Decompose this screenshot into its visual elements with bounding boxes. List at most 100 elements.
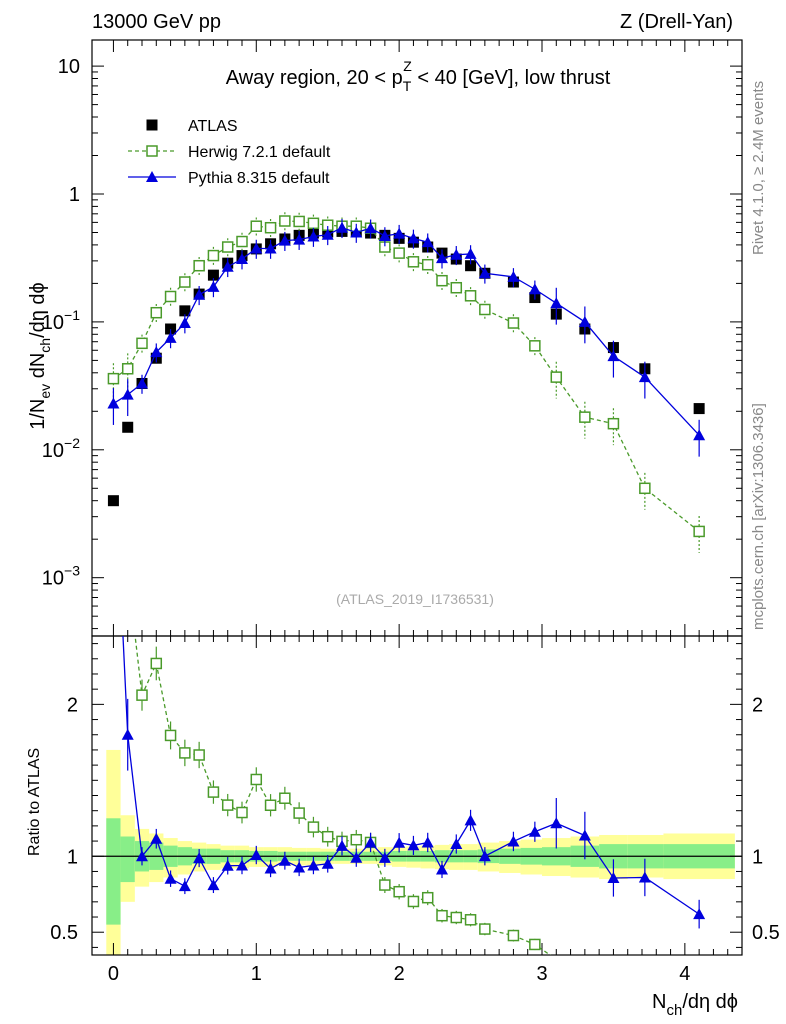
- herwig-7-2-1-default-point: [236, 235, 248, 248]
- pythia-8-315-default-ratio-point: [350, 851, 363, 863]
- pythia-8-315-default-point: [578, 315, 591, 327]
- pythia-8-315-default-ratio-point: [550, 817, 563, 829]
- herwig-7-2-1-default-point: [464, 290, 477, 302]
- herwig-7-2-1-default-ratio-point: [293, 807, 305, 819]
- pythia-8-315-default-point: [336, 221, 348, 233]
- pythia-8-315-default-ratio-point: [193, 852, 206, 864]
- herwig-7-2-1-default-ratio-point: [164, 729, 177, 742]
- pythia-8-315-default-ratio-point: [178, 880, 191, 892]
- pythia-8-315-default-point: [393, 227, 406, 239]
- herwig-7-2-1-default-point: [550, 371, 563, 383]
- herwig-7-2-1-default-ratio-point: [150, 657, 163, 670]
- pythia-8-315-default-ratio-point: [578, 829, 591, 841]
- atlas-point: [179, 305, 191, 317]
- pythia-8-315-default-ratio-group: [121, 636, 706, 929]
- atlas-point: [122, 421, 134, 433]
- herwig-7-2-1-default-point: [607, 417, 620, 430]
- herwig-7-2-1-default-point: [107, 372, 120, 385]
- pythia-8-315-default-point: [207, 280, 220, 292]
- ratio-tick-label-left: 2: [67, 694, 78, 716]
- pythia-8-315-default-point: [278, 234, 291, 246]
- pythia-8-315-default-point: [421, 236, 434, 248]
- herwig-7-2-1-default-point: [193, 259, 205, 272]
- herwig-7-2-1-default-point: [264, 221, 277, 234]
- x-tick-label: 2: [394, 963, 405, 985]
- herwig-7-2-1-default-ratio-group: [134, 636, 552, 955]
- herwig-7-2-1-default-ratio-point: [179, 747, 191, 759]
- atlas-point: [107, 495, 119, 507]
- herwig-7-2-1-default-line: [113, 220, 700, 532]
- herwig-7-2-1-default-ratio-point: [221, 799, 234, 811]
- legend-marker-herwig-7-2-1-default: [146, 145, 158, 157]
- ratio-tick-label-right: 1: [752, 846, 763, 868]
- herwig-7-2-1-default-point: [164, 290, 177, 303]
- pythia-8-315-default-ratio-point: [407, 839, 420, 851]
- pythia-8-315-default-point: [638, 371, 651, 383]
- herwig-7-2-1-default-point: [179, 276, 191, 288]
- herwig-7-2-1-default-point: [393, 247, 405, 259]
- herwig-7-2-1-default-point: [436, 274, 448, 287]
- herwig-7-2-1-default-point: [507, 317, 520, 329]
- pythia-8-315-default-ratio-point: [436, 863, 448, 875]
- pythia-8-315-default-point: [550, 297, 563, 309]
- pythia-8-315-default-ratio-point: [221, 859, 234, 871]
- herwig-7-2-1-default-point: [221, 241, 234, 253]
- herwig-7-2-1-default-point: [150, 306, 163, 319]
- chart-title: Away region, 20 < pTZ < 40 [GeV], low th…: [226, 58, 611, 94]
- pythia-8-315-default-point: [607, 350, 620, 362]
- herwig-7-2-1-default-point: [579, 411, 591, 423]
- legend-marker-pythia-8-315-default: [146, 171, 158, 182]
- herwig-7-2-1-default-point: [693, 525, 705, 538]
- pythia-8-315-default-point: [250, 242, 263, 254]
- herwig-7-2-1-default-ratio-point: [529, 938, 541, 951]
- atlas-point: [465, 260, 477, 272]
- pythia-8-315-default-ratio-point: [236, 859, 248, 871]
- herwig-7-2-1-default-ratio-point: [464, 914, 477, 926]
- pythia-8-315-default-point: [136, 377, 148, 389]
- x-tick-label: 0: [108, 963, 119, 985]
- pythia-8-315-default-ratio-line: [122, 636, 700, 915]
- pythia-8-315-default-ratio-point: [607, 871, 620, 883]
- ratio-tick-label-right: 2: [752, 694, 763, 716]
- herwig-7-2-1-default-ratio-point: [350, 833, 363, 846]
- pythia-8-315-default-point: [450, 248, 463, 260]
- pythia-8-315-default-ratio-point: [336, 839, 348, 851]
- herwig-7-2-1-default-ratio-point: [136, 689, 148, 701]
- herwig-7-2-1-default-point: [407, 256, 420, 268]
- pythia-8-315-default-ratio-point: [450, 838, 463, 850]
- pythia-8-315-default-point: [528, 283, 541, 295]
- herwig-7-2-1-default-point: [529, 340, 541, 352]
- pythia-8-315-default-point: [350, 226, 363, 238]
- ratio-tick-label-left: 0.5: [50, 922, 78, 944]
- atlas-point: [693, 403, 705, 415]
- ratio-band-stat: [120, 836, 135, 883]
- pythia-8-315-default-point: [121, 388, 134, 400]
- herwig-7-2-1-default-point: [207, 249, 220, 262]
- pythia-8-315-default-ratio-point: [421, 836, 434, 848]
- herwig-7-2-1-default-point: [250, 220, 263, 232]
- pythia-8-315-default-point: [178, 317, 191, 329]
- legend-marker-atlas: [146, 119, 158, 131]
- herwig-7-2-1-default-point: [479, 303, 491, 316]
- x-tick-label: 1: [251, 963, 262, 985]
- x-axis-label: Nch/dη dϕ: [652, 991, 738, 1019]
- herwig-7-2-1-default-ratio-point: [236, 806, 248, 819]
- pythia-8-315-default-ratio-point: [207, 879, 220, 891]
- pythia-8-315-default-point: [407, 232, 420, 244]
- axis-ticks: 0 1 2 3 4 10−3 10−2 10−1 1 10 0.5 0.5 1 1 2 2: [42, 40, 780, 985]
- watermark: (ATLAS_2019_I1736531): [336, 591, 494, 607]
- ratio-series: [121, 636, 706, 955]
- herwig-7-2-1-default-ratio-point: [250, 773, 263, 786]
- herwig-7-2-1-default-ratio-point: [507, 929, 520, 942]
- y-axis-label: 1/Nev dNch/dη dϕ: [27, 282, 53, 430]
- pythia-8-315-default-point: [150, 346, 163, 358]
- herwig-7-2-1-default-point: [136, 337, 148, 350]
- pythia-8-315-default-point: [378, 229, 391, 241]
- herwig-7-2-1-default-ratio-point: [307, 821, 320, 833]
- ratio-uncertainty-bands: [92, 749, 742, 955]
- header-left: 13000 GeV pp: [92, 11, 221, 33]
- pythia-8-315-default-ratio-point: [693, 908, 706, 920]
- pythia-8-315-default-point: [364, 222, 377, 234]
- pythia-8-315-default-ratio-point: [121, 728, 134, 740]
